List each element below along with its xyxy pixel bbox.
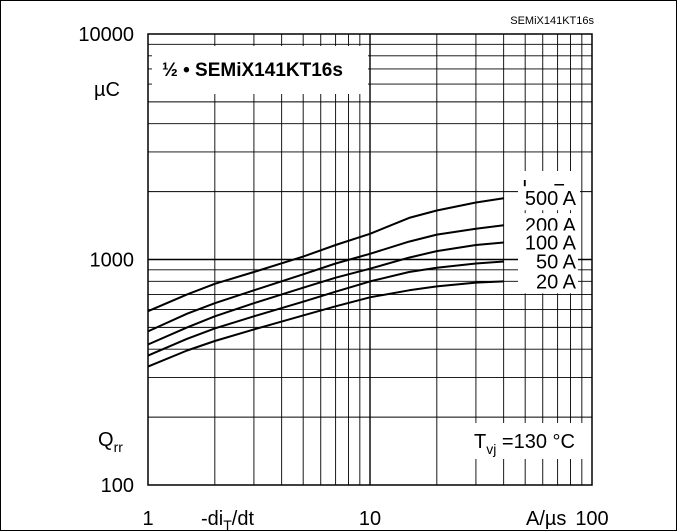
- y-unit: µC: [94, 79, 120, 101]
- series-label: 50 A: [536, 251, 577, 273]
- header-tag: SEMiX141KT16s: [510, 15, 594, 27]
- y-tick-label: 100: [101, 475, 134, 497]
- chart-title: ½ • SEMiX141KT16s: [162, 60, 343, 81]
- tick-labels: 1 10 100 100 1000 10000: [78, 24, 608, 530]
- curves: [147, 197, 504, 368]
- plot-area: [147, 33, 593, 486]
- y-tick-label: 1000: [90, 250, 135, 272]
- condition-main: T: [474, 431, 486, 453]
- condition-box: [468, 423, 588, 459]
- x-axis-label-main: -di: [201, 508, 223, 530]
- series-line: [147, 260, 504, 357]
- series-label-bg: [518, 269, 578, 294]
- condition-sub: vj: [486, 441, 496, 457]
- title-box: [152, 46, 368, 94]
- x-tick-label: 1: [142, 508, 153, 530]
- series-line: [147, 241, 504, 346]
- y-axis-label-main: Q: [98, 429, 114, 451]
- y-tick-label: 10000: [78, 24, 134, 46]
- series-line: [147, 197, 504, 313]
- x-axis-label: -diT/dt: [201, 508, 254, 531]
- series-line: [147, 224, 504, 333]
- x-unit: A/µs: [526, 508, 566, 530]
- x-tick-label: 10: [359, 508, 381, 530]
- condition-label: Tvj =130 °C: [474, 431, 575, 457]
- series-line: [147, 280, 504, 368]
- series-label: 100 A: [525, 232, 577, 254]
- y-axis-label-sub: rr: [114, 439, 124, 455]
- y-axis-label: Qrr: [98, 429, 123, 455]
- x-tick-label: 100: [575, 508, 608, 530]
- x-axis-label-tail: /dt: [232, 508, 255, 530]
- series-label: 500 A: [525, 188, 577, 210]
- x-axis-label-sub: T: [223, 517, 232, 531]
- series-label-bg: [518, 186, 578, 211]
- condition-tail: =130 °C: [496, 431, 575, 453]
- series-label: 20 A: [536, 271, 577, 293]
- grid: [148, 34, 592, 485]
